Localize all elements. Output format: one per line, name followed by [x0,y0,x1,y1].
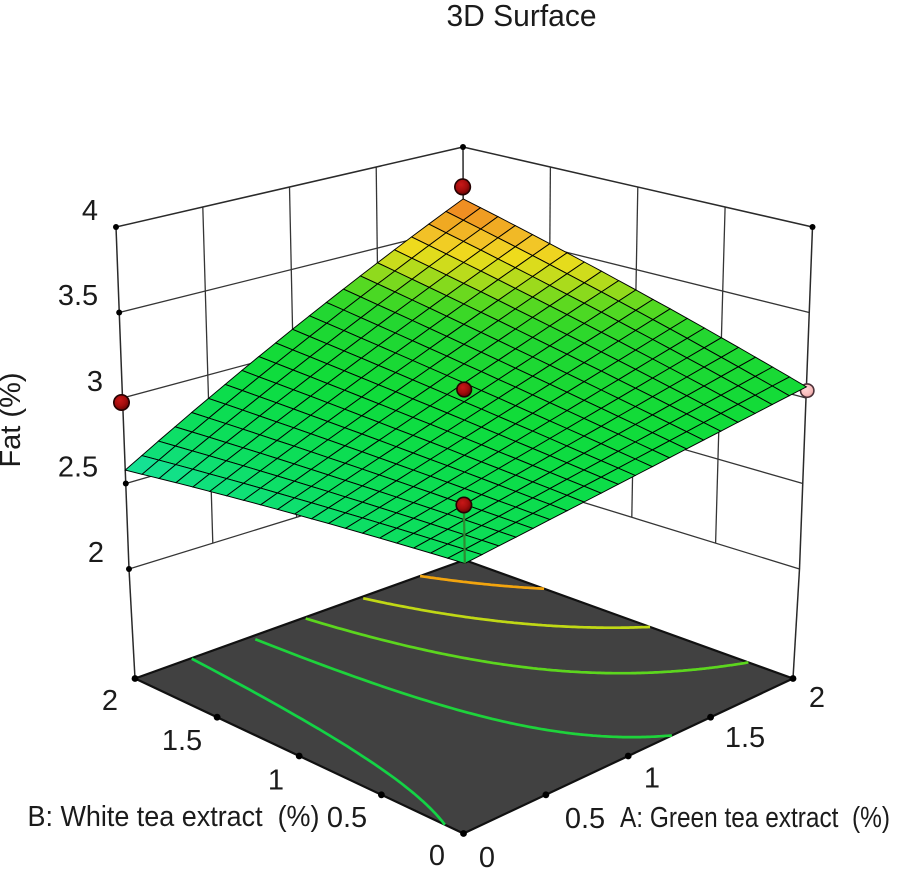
svg-text:A: Green tea extract (%): A: Green tea extract (%) [620,802,890,834]
svg-text:3: 3 [87,366,103,398]
svg-text:B: White tea extract (%): B: White tea extract (%) [28,801,320,833]
svg-text:1: 1 [268,765,284,797]
svg-text:1: 1 [644,763,660,795]
svg-text:3D Surface: 3D Surface [447,0,597,33]
svg-text:0: 0 [479,842,495,869]
svg-text:3.5: 3.5 [58,280,98,312]
svg-text:2.5: 2.5 [58,452,98,484]
svg-text:2: 2 [88,537,104,569]
svg-text:2: 2 [102,685,118,717]
svg-text:0.5: 0.5 [327,802,367,834]
svg-text:2: 2 [809,682,825,714]
svg-text:1.5: 1.5 [162,725,202,757]
svg-text:1.5: 1.5 [725,722,765,754]
svg-text:0.5: 0.5 [565,803,605,835]
svg-text:4: 4 [82,195,98,227]
svg-text:0: 0 [429,840,445,869]
svg-text:Fat (%): Fat (%) [0,372,27,467]
